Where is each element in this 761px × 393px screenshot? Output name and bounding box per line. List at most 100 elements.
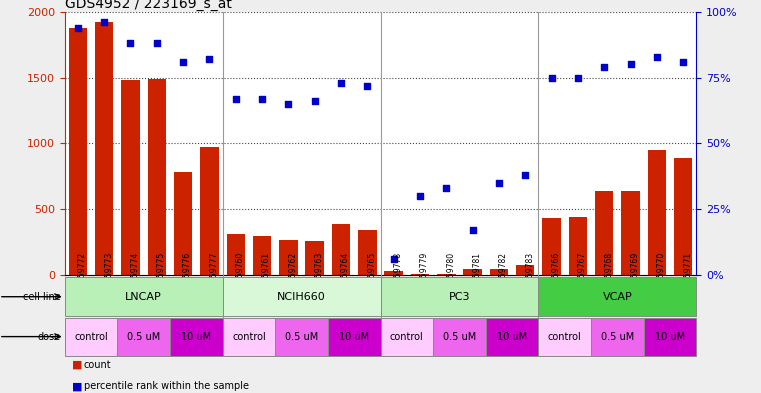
Text: control: control <box>390 332 424 342</box>
Text: GSM1359772: GSM1359772 <box>78 252 87 303</box>
Bar <box>380 277 539 316</box>
Text: NCIH660: NCIH660 <box>277 292 326 302</box>
Bar <box>305 241 324 275</box>
Bar <box>121 80 140 275</box>
Point <box>335 80 347 86</box>
Bar <box>539 318 591 356</box>
Bar <box>384 271 403 275</box>
Bar <box>170 318 223 356</box>
Point <box>440 185 452 191</box>
Point <box>651 53 663 60</box>
Bar <box>648 150 666 275</box>
Bar <box>411 274 429 275</box>
Bar <box>595 191 613 275</box>
Point <box>598 64 610 70</box>
Bar <box>516 264 534 275</box>
Point <box>387 256 400 263</box>
Point <box>309 98 321 105</box>
Text: GSM1359766: GSM1359766 <box>552 252 561 303</box>
Point <box>151 40 163 46</box>
Text: GSM1359769: GSM1359769 <box>631 252 639 303</box>
Point <box>466 227 479 233</box>
Text: percentile rank within the sample: percentile rank within the sample <box>84 381 249 391</box>
Point <box>256 95 268 102</box>
Text: GSM1359770: GSM1359770 <box>657 252 666 303</box>
Bar <box>674 158 693 275</box>
Text: GSM1359776: GSM1359776 <box>183 252 192 303</box>
Text: GSM1359775: GSM1359775 <box>157 252 166 303</box>
Bar <box>253 235 271 275</box>
Bar <box>328 318 380 356</box>
Bar <box>437 274 456 275</box>
Bar <box>148 79 166 275</box>
Bar <box>568 217 587 275</box>
Point <box>177 59 189 65</box>
Text: 0.5 uM: 0.5 uM <box>600 332 634 342</box>
Point <box>572 75 584 81</box>
Text: GSM1359760: GSM1359760 <box>236 252 245 303</box>
Text: ■: ■ <box>72 360 83 369</box>
Text: GSM1359768: GSM1359768 <box>604 252 613 303</box>
Bar <box>117 318 170 356</box>
Text: GSM1359778: GSM1359778 <box>393 252 403 303</box>
Bar <box>332 224 350 275</box>
Text: GSM1359774: GSM1359774 <box>130 252 139 303</box>
Text: 10 uM: 10 uM <box>339 332 369 342</box>
Point <box>493 180 505 186</box>
Bar <box>358 230 377 275</box>
Bar <box>95 22 113 275</box>
Bar <box>539 277 696 316</box>
Point <box>361 83 374 89</box>
Text: 0.5 uM: 0.5 uM <box>127 332 161 342</box>
Text: GSM1359773: GSM1359773 <box>104 252 113 303</box>
Text: GSM1359762: GSM1359762 <box>288 252 298 303</box>
Bar <box>433 318 486 356</box>
Text: GSM1359764: GSM1359764 <box>341 252 350 303</box>
Point <box>124 40 136 46</box>
Point <box>414 193 426 199</box>
Bar <box>68 28 87 275</box>
Bar <box>380 318 433 356</box>
Bar <box>279 240 298 275</box>
Bar <box>174 173 193 275</box>
Text: GSM1359777: GSM1359777 <box>209 252 218 303</box>
Bar <box>65 277 223 316</box>
Point <box>72 24 84 31</box>
Text: PC3: PC3 <box>449 292 470 302</box>
Bar <box>65 318 117 356</box>
Text: 10 uM: 10 uM <box>181 332 212 342</box>
Text: GSM1359780: GSM1359780 <box>446 252 455 303</box>
Bar <box>621 191 640 275</box>
Text: LNCAP: LNCAP <box>126 292 162 302</box>
Point <box>282 101 295 107</box>
Text: GSM1359761: GSM1359761 <box>262 252 271 303</box>
Point <box>519 172 531 178</box>
Bar <box>227 234 245 275</box>
Point <box>625 61 637 68</box>
Point <box>230 95 242 102</box>
Text: GSM1359767: GSM1359767 <box>578 252 587 303</box>
Text: GSM1359782: GSM1359782 <box>499 252 508 303</box>
Text: 10 uM: 10 uM <box>497 332 527 342</box>
Text: 10 uM: 10 uM <box>655 332 685 342</box>
Text: GSM1359765: GSM1359765 <box>368 252 377 303</box>
Text: 0.5 uM: 0.5 uM <box>285 332 318 342</box>
Bar <box>543 219 561 275</box>
Text: control: control <box>74 332 108 342</box>
Bar <box>223 318 275 356</box>
Text: GSM1359783: GSM1359783 <box>525 252 534 303</box>
Bar <box>486 318 539 356</box>
Bar <box>591 318 644 356</box>
Text: cell line: cell line <box>23 292 61 302</box>
Bar <box>644 318 696 356</box>
Text: GSM1359763: GSM1359763 <box>315 252 323 303</box>
Text: GSM1359771: GSM1359771 <box>683 252 693 303</box>
Bar <box>275 318 328 356</box>
Point <box>203 56 215 62</box>
Text: 0.5 uM: 0.5 uM <box>443 332 476 342</box>
Point <box>546 75 558 81</box>
Text: dose: dose <box>38 332 61 342</box>
Point <box>677 59 689 65</box>
Bar <box>463 268 482 275</box>
Text: GSM1359779: GSM1359779 <box>420 252 429 303</box>
